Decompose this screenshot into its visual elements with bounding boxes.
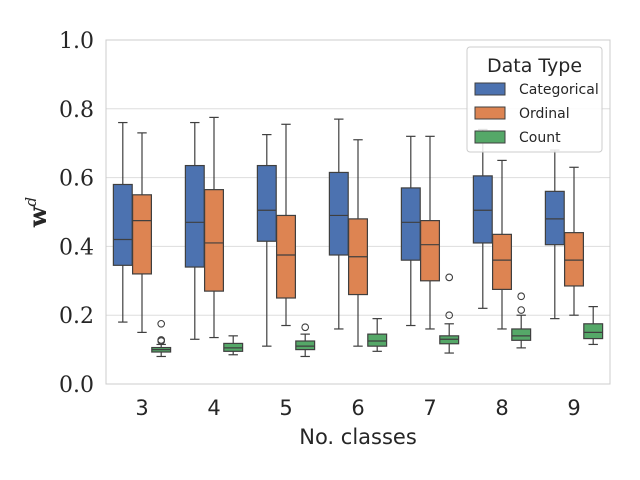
y-tick-labels: 0.0 0.2 0.4 0.6 0.8 1.0	[59, 29, 94, 398]
iqr-box	[491, 233, 513, 291]
iqr-box	[256, 164, 277, 242]
x-tick-label: 9	[567, 396, 580, 420]
box-ordinal-9	[563, 166, 585, 316]
outlier-point	[445, 311, 454, 320]
outlier-point	[301, 323, 310, 332]
outlier-point	[445, 273, 454, 282]
x-tick-labels: 3 4 5 6 7 8 9	[135, 396, 580, 420]
legend: Data Type Categorical Ordinal Count	[466, 46, 603, 153]
iqr-box	[367, 333, 388, 347]
y-tick-label: 0.6	[59, 167, 94, 192]
y-axis-label-superscript: d	[22, 197, 40, 207]
y-tick-label: 0.2	[59, 304, 94, 329]
iqr-box	[511, 328, 532, 341]
legend-swatch	[474, 82, 506, 96]
box-count-3	[151, 319, 172, 358]
box-count-4	[223, 335, 244, 356]
outlier-point	[517, 292, 526, 301]
x-axis-label: No. classes	[299, 425, 417, 449]
iqr-box	[275, 214, 297, 299]
y-tick-label: 1.0	[59, 29, 94, 54]
x-tick-label: 3	[135, 396, 148, 420]
box-plot-marks	[112, 116, 604, 358]
iqr-box	[184, 164, 205, 268]
iqr-box	[400, 187, 421, 261]
legend-items: Categorical Ordinal Count	[474, 82, 599, 146]
box-categorical-8	[472, 128, 493, 309]
x-tick-label: 7	[423, 396, 436, 420]
box-categorical-9	[544, 149, 565, 320]
y-tick-label: 0.4	[59, 235, 94, 260]
legend-box	[466, 46, 603, 153]
legend-item-count: Count	[474, 130, 561, 146]
iqr-box	[583, 323, 604, 340]
box-count-5	[295, 323, 316, 358]
legend-item-categorical: Categorical	[474, 82, 599, 98]
box-ordinal-7	[419, 135, 441, 330]
legend-label: Count	[519, 130, 561, 146]
box-categorical-7	[400, 135, 421, 327]
iqr-box	[563, 232, 585, 287]
iqr-box	[328, 171, 349, 256]
box-categorical-6	[328, 118, 349, 330]
x-tick-label: 5	[279, 396, 292, 420]
outlier-point	[157, 319, 166, 328]
x-tick-label: 4	[207, 396, 220, 420]
outlier-point	[157, 337, 166, 345]
box-ordinal-3	[131, 132, 153, 333]
x-tick-label: 6	[351, 396, 364, 420]
iqr-box	[472, 175, 493, 244]
box-count-8	[511, 292, 532, 349]
axes-frame	[105, 39, 611, 385]
iqr-box	[419, 220, 441, 282]
legend-swatch	[474, 130, 506, 144]
y-tick-label: 0.8	[59, 98, 94, 123]
outlier-point	[517, 306, 526, 314]
iqr-box	[295, 340, 316, 351]
legend-item-ordinal: Ordinal	[474, 106, 570, 122]
box-categorical-3	[112, 121, 133, 323]
box-ordinal-6	[347, 139, 369, 347]
iqr-box	[544, 190, 565, 246]
box-count-7	[439, 273, 460, 354]
legend-label: Categorical	[519, 82, 599, 98]
box-ordinal-4	[203, 116, 225, 339]
legend-title: Data Type	[487, 55, 582, 77]
iqr-box	[112, 183, 133, 266]
box-categorical-5	[256, 134, 277, 347]
iqr-box	[131, 194, 153, 275]
iqr-box	[203, 189, 225, 292]
legend-label: Ordinal	[519, 106, 570, 122]
x-tick-label: 8	[495, 396, 508, 420]
box-categorical-4	[184, 121, 205, 340]
y-axis-label: wd	[22, 197, 52, 228]
box-count-6	[367, 318, 388, 352]
box-ordinal-8	[491, 159, 513, 330]
box-count-9	[583, 306, 604, 346]
box-ordinal-5	[275, 123, 297, 327]
y-tick-label: 0.0	[59, 373, 94, 398]
legend-swatch	[474, 106, 506, 120]
y-axis-label-main: w	[23, 205, 52, 228]
